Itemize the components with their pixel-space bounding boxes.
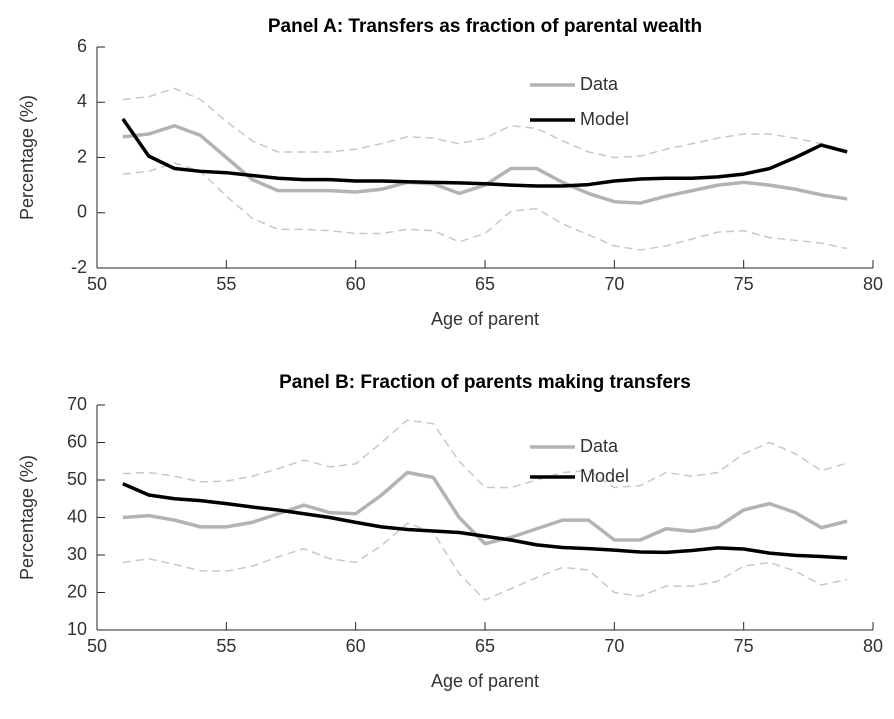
y-tick-label: 30 xyxy=(67,544,87,564)
band-line xyxy=(122,87,848,159)
band-line xyxy=(122,522,848,601)
y-tick-label: 50 xyxy=(67,469,87,489)
y-tick-label: 6 xyxy=(77,36,87,56)
x-axis-label: Age of parent xyxy=(431,309,539,329)
x-tick-label: 65 xyxy=(475,274,495,294)
y-tick-label: 60 xyxy=(67,431,87,451)
x-tick-label: 55 xyxy=(216,636,236,656)
x-tick-label: 70 xyxy=(604,274,624,294)
x-tick-label: 60 xyxy=(346,274,366,294)
y-tick-label: 0 xyxy=(77,202,87,222)
y-tick-label: 40 xyxy=(67,506,87,526)
x-tick-label: 70 xyxy=(604,636,624,656)
series-line xyxy=(121,117,848,188)
legend-label: Model xyxy=(580,466,629,486)
series-line xyxy=(122,123,848,205)
band-line xyxy=(122,419,848,489)
y-axis-label: Percentage (%) xyxy=(17,455,37,580)
x-tick-label: 50 xyxy=(87,636,107,656)
x-tick-label: 50 xyxy=(87,274,107,294)
x-axis-label: Age of parent xyxy=(431,671,539,691)
y-tick-label: 4 xyxy=(77,91,87,111)
y-tick-label: 10 xyxy=(67,619,87,639)
chart-title: Panel B: Fraction of parents making tran… xyxy=(279,372,691,393)
y-tick-label: -2 xyxy=(71,257,87,277)
x-tick-label: 60 xyxy=(346,636,366,656)
x-tick-label: 55 xyxy=(216,274,236,294)
legend-label: Model xyxy=(580,109,629,129)
y-tick-label: 2 xyxy=(77,146,87,166)
band-line xyxy=(122,162,848,251)
series-line xyxy=(122,470,848,546)
legend-label: Data xyxy=(580,436,619,456)
x-tick-label: 75 xyxy=(734,636,754,656)
x-tick-label: 65 xyxy=(475,636,495,656)
x-tick-label: 75 xyxy=(734,274,754,294)
series-line xyxy=(122,482,848,560)
y-axis-label: Percentage (%) xyxy=(17,95,37,220)
y-tick-label: 70 xyxy=(67,394,87,414)
x-tick-label: 80 xyxy=(863,274,883,294)
y-tick-label: 20 xyxy=(67,581,87,601)
chart-title: Panel A: Transfers as fraction of parent… xyxy=(268,16,702,37)
x-tick-label: 80 xyxy=(863,636,883,656)
legend-label: Data xyxy=(580,74,619,94)
